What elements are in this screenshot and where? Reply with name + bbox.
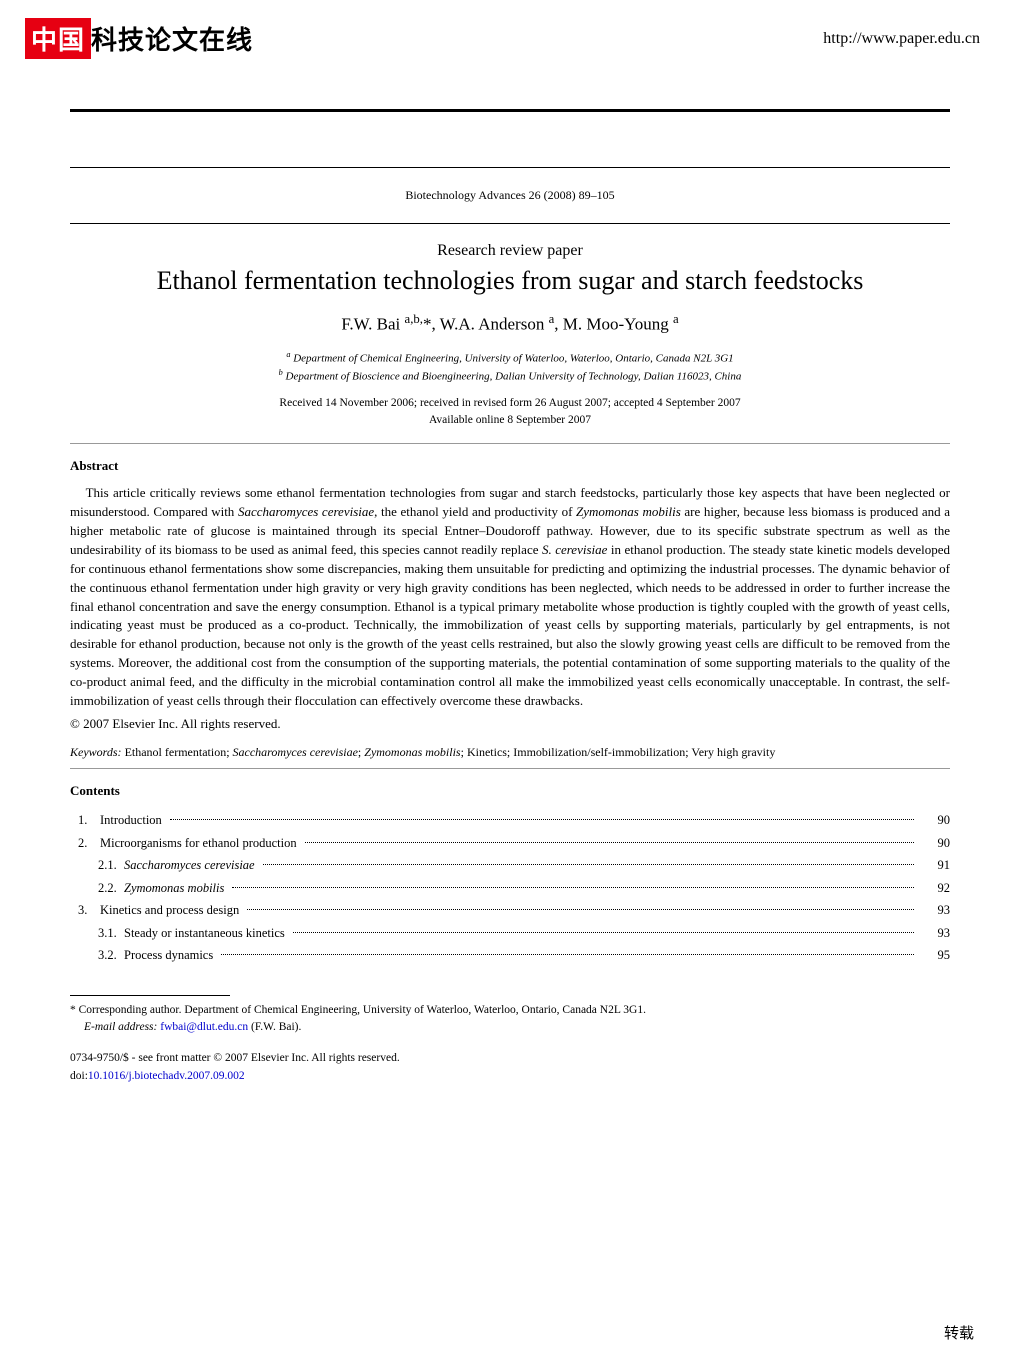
- logo-red-part: 中国: [25, 18, 91, 59]
- divider: [70, 443, 950, 444]
- site-logo: 中国 科技论文在线: [25, 18, 253, 59]
- table-of-contents: 1. Introduction 90 2. Microorganisms for…: [70, 809, 950, 967]
- toc-page: 93: [918, 899, 950, 922]
- affiliation-a: Department of Chemical Engineering, Univ…: [293, 352, 734, 364]
- doi-value[interactable]: 10.1016/j.biotechadv.2007.09.002: [88, 1070, 245, 1082]
- toc-label: Saccharomyces cerevisiae: [124, 854, 259, 877]
- toc-row: 3. Kinetics and process design 93: [70, 899, 950, 922]
- toc-dots: [170, 819, 914, 820]
- toc-label: Process dynamics: [124, 944, 217, 967]
- toc-label: Kinetics and process design: [100, 899, 243, 922]
- footnotes: * Corresponding author. Department of Ch…: [70, 1002, 950, 1037]
- toc-dots: [247, 909, 914, 910]
- logo-black-part: 科技论文在线: [91, 20, 253, 57]
- paper-page: Biotechnology Advances 26 (2008) 89–105 …: [0, 69, 1020, 1105]
- toc-row: 2.2. Zymomonas mobilis 92: [70, 877, 950, 900]
- article-dates: Received 14 November 2006; received in r…: [70, 395, 950, 430]
- toc-row: 3.2. Process dynamics 95: [70, 944, 950, 967]
- toc-row: 2. Microorganisms for ethanol production…: [70, 832, 950, 855]
- abstract-heading: Abstract: [70, 458, 950, 474]
- contents-block: Contents 1. Introduction 90 2. Microorga…: [70, 783, 950, 967]
- toc-dots: [305, 842, 914, 843]
- email-line: E-mail address: fwbai@dlut.edu.cn (F.W. …: [70, 1019, 950, 1036]
- toc-label: Introduction: [100, 809, 166, 832]
- affiliation-b: Department of Bioscience and Bioengineer…: [286, 370, 742, 382]
- email-label: E-mail address:: [84, 1021, 157, 1033]
- toc-page: 93: [918, 922, 950, 945]
- toc-label: Zymomonas mobilis: [124, 877, 228, 900]
- toc-dots: [263, 864, 914, 865]
- toc-num: 1.: [70, 809, 100, 832]
- toc-row: 1. Introduction 90: [70, 809, 950, 832]
- email-attribution: (F.W. Bai).: [251, 1021, 301, 1033]
- affiliations: a Department of Chemical Engineering, Un…: [70, 349, 950, 385]
- toc-dots: [221, 954, 914, 955]
- footnote-separator: [70, 995, 230, 996]
- toc-dots: [232, 887, 914, 888]
- toc-label: Microorganisms for ethanol production: [100, 832, 301, 855]
- toc-num: 3.: [70, 899, 100, 922]
- bottom-meta: 0734-9750/$ - see front matter © 2007 El…: [70, 1050, 950, 1085]
- keywords-line: Keywords: Ethanol fermentation; Saccharo…: [70, 745, 950, 760]
- toc-num: 2.: [70, 832, 100, 855]
- page-footer-mark: 转载: [944, 1322, 974, 1343]
- toc-subnum: 2.1.: [70, 854, 124, 877]
- toc-subnum: 3.2.: [70, 944, 124, 967]
- toc-page: 90: [918, 832, 950, 855]
- received-line: Received 14 November 2006; received in r…: [70, 395, 950, 412]
- author-list: F.W. Bai a,b,*, W.A. Anderson a, M. Moo-…: [70, 312, 950, 335]
- online-line: Available online 8 September 2007: [70, 412, 950, 429]
- journal-citation: Biotechnology Advances 26 (2008) 89–105: [70, 167, 950, 224]
- email-address[interactable]: fwbai@dlut.edu.cn: [160, 1021, 248, 1033]
- toc-page: 91: [918, 854, 950, 877]
- site-header: 中国 科技论文在线 http://www.paper.edu.cn: [0, 0, 1020, 69]
- toc-page: 90: [918, 809, 950, 832]
- toc-label: Steady or instantaneous kinetics: [124, 922, 289, 945]
- toc-dots: [293, 932, 914, 933]
- toc-page: 95: [918, 944, 950, 967]
- toc-subnum: 3.1.: [70, 922, 124, 945]
- toc-row: 3.1. Steady or instantaneous kinetics 93: [70, 922, 950, 945]
- issn-line: 0734-9750/$ - see front matter © 2007 El…: [70, 1050, 950, 1067]
- abstract-para-1: This article critically reviews some eth…: [70, 484, 950, 710]
- corresponding-author: * Corresponding author. Department of Ch…: [70, 1002, 950, 1019]
- site-url[interactable]: http://www.paper.edu.cn: [823, 30, 980, 48]
- toc-subnum: 2.2.: [70, 877, 124, 900]
- paper-title: Ethanol fermentation technologies from s…: [70, 266, 950, 296]
- abstract-body: This article critically reviews some eth…: [70, 484, 950, 733]
- contents-heading: Contents: [70, 783, 950, 799]
- paper-type: Research review paper: [70, 242, 950, 260]
- doi-label: doi:: [70, 1070, 88, 1082]
- keywords-label: Keywords:: [70, 745, 122, 759]
- doi-line: doi:10.1016/j.biotechadv.2007.09.002: [70, 1068, 950, 1085]
- top-rule: [70, 109, 950, 112]
- toc-page: 92: [918, 877, 950, 900]
- divider: [70, 768, 950, 769]
- toc-row: 2.1. Saccharomyces cerevisiae 91: [70, 854, 950, 877]
- abstract-copyright: © 2007 Elsevier Inc. All rights reserved…: [70, 715, 950, 734]
